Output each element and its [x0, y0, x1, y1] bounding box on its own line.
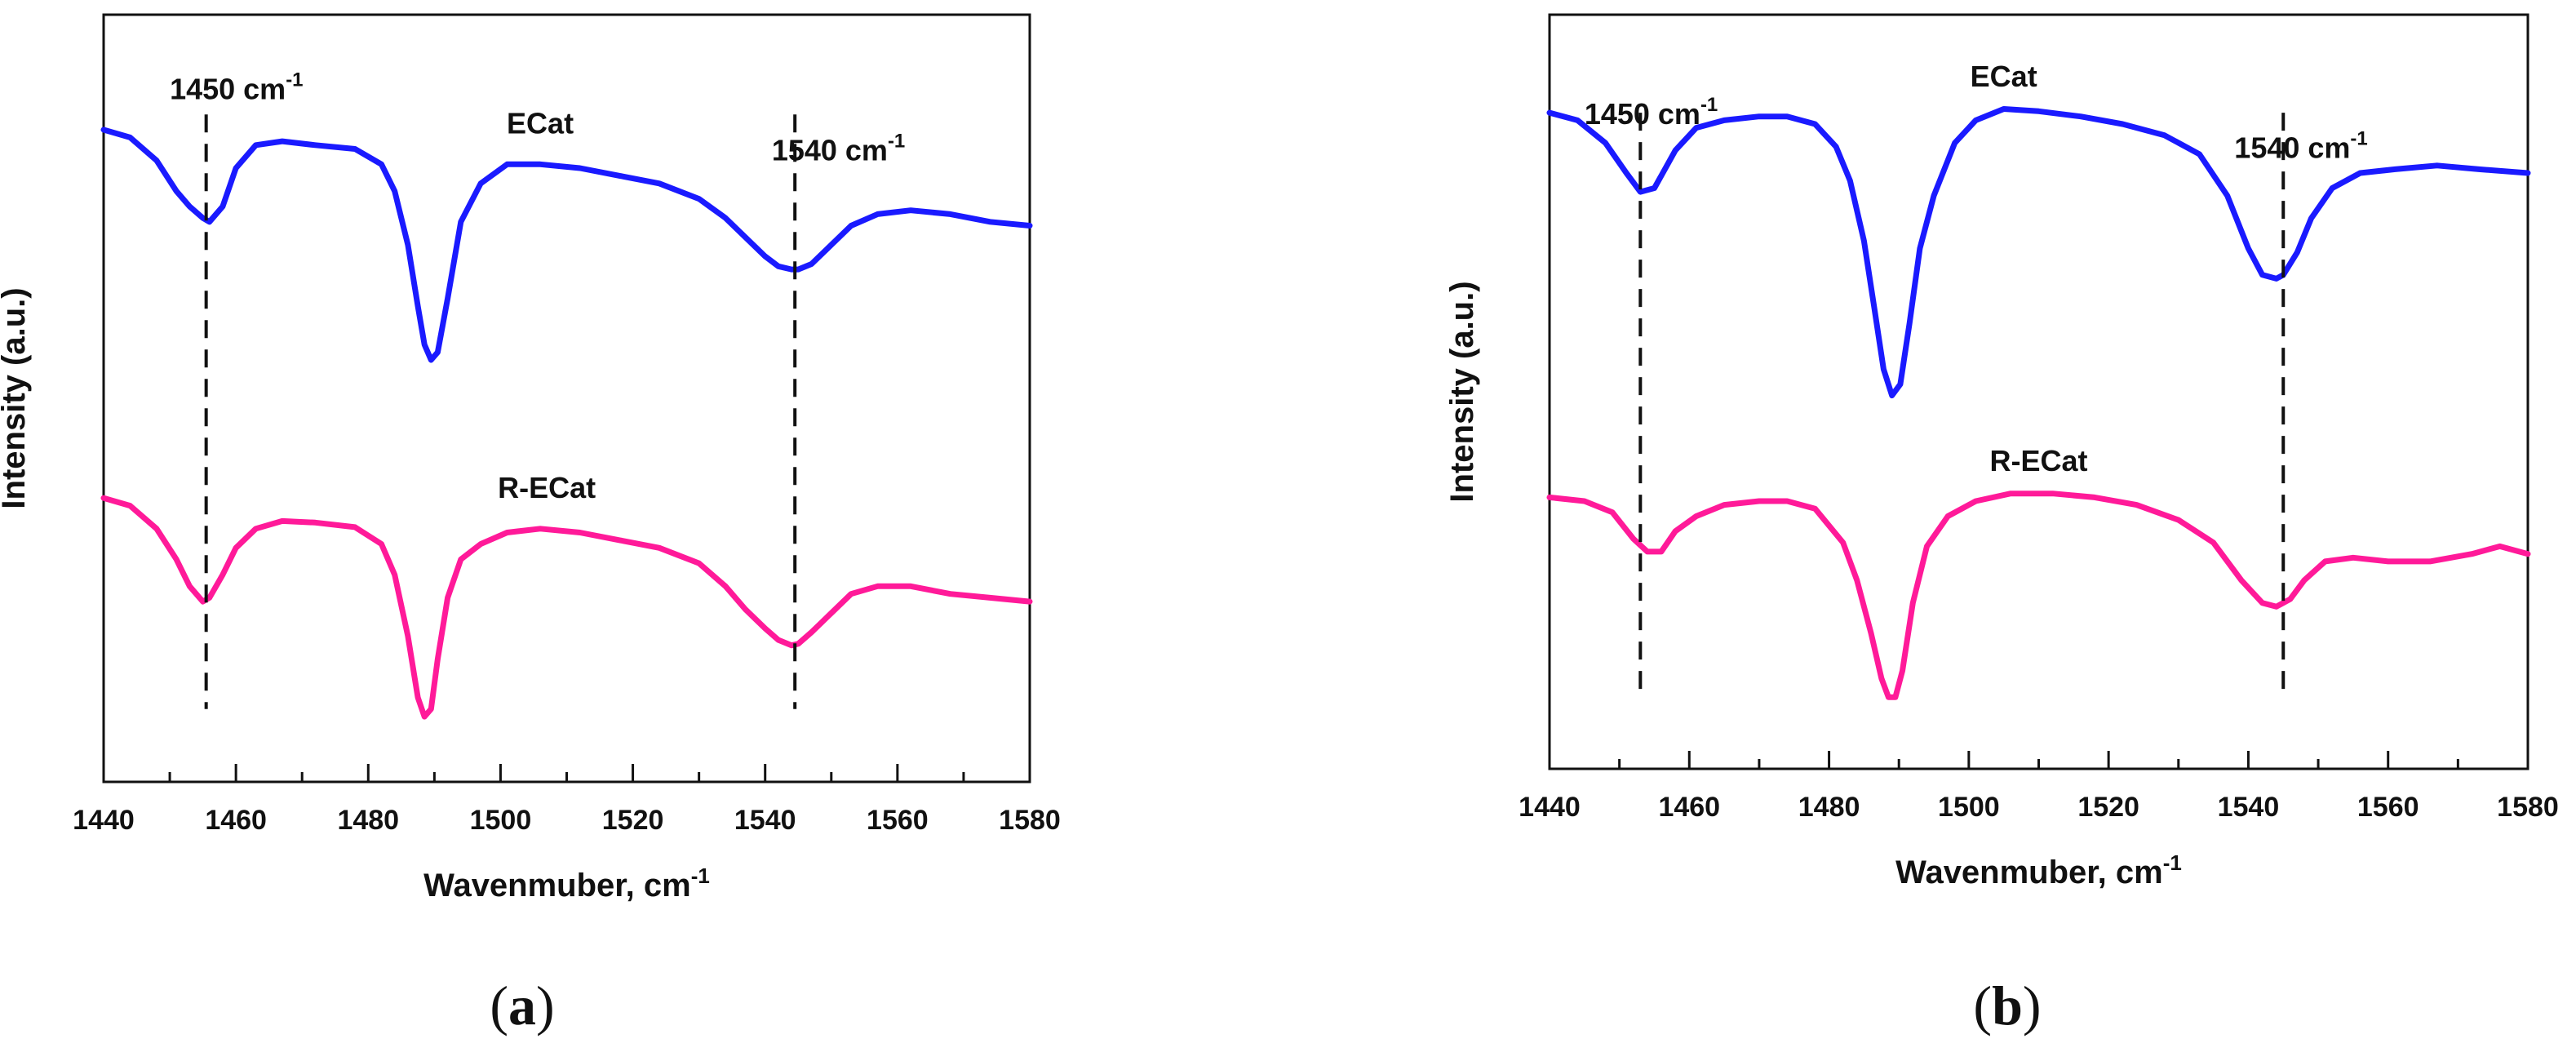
panel-b-x-tick-label: 1580 — [2497, 792, 2559, 823]
panel-b-peak-label-1450-cm: 1450 cm-1 — [1585, 94, 1718, 131]
panel-b-x-tick-label: 1460 — [1658, 792, 1720, 823]
panel-a-x-axis-title: Wavenmuber, cm-1 — [423, 863, 710, 903]
panel-a-y-axis-title: Intensity (a.u.) — [0, 287, 32, 508]
panel-b-peak-label-1540-cm: 1540 cm-1 — [2234, 128, 2367, 165]
panel-a-peak-label-1540-cm: 1540 cm-1 — [772, 131, 905, 167]
panel-b-series-label-ecat: ECat — [1971, 60, 2037, 93]
panel-a-series-ecat-line — [100, 127, 1033, 363]
panel-b: 1440 1460 1480 1500 1520 1540 1560 1580 Wavenmub… — [1444, 13, 2559, 1037]
panel-a-x-tick-label: 1460 — [205, 805, 267, 836]
panel-b-x-tick-label: 1540 — [2218, 792, 2280, 823]
panel-b-x-tick-label: 1520 — [2077, 792, 2139, 823]
panel-b-x-tick-label: 1560 — [2357, 792, 2419, 823]
panel-a-x-tick-label: 1540 — [734, 805, 796, 836]
panel-a-x-tick-label: 1580 — [999, 805, 1061, 836]
panel-a-x-tick-label: 1480 — [337, 805, 399, 836]
panel-a-x-tick-label: 1560 — [867, 805, 929, 836]
panel-a-series-r-ecat-line — [100, 495, 1033, 720]
panel-b-x-tick-label: 1440 — [1519, 792, 1581, 823]
panel-b-x-tick-label: 1500 — [1938, 792, 2000, 823]
panel-b-x-axis-title: Wavenmuber, cm-1 — [1895, 850, 2182, 890]
panel-a-x-tick-label: 1440 — [73, 805, 135, 836]
panel-a-peak-label-1450-cm: 1450 cm-1 — [170, 69, 303, 105]
panel-a-label: (a) — [490, 974, 554, 1037]
panel-b-y-axis-title: Intensity (a.u.) — [1444, 281, 1480, 502]
panel-a-series-label-ecat: ECat — [507, 107, 574, 140]
panel-b-x-tick-label: 1480 — [1798, 792, 1860, 823]
panel-b-series-r-ecat-line — [1546, 491, 2531, 700]
panel-b-label: (b) — [1973, 974, 2041, 1037]
panel-a-x-tick-label: 1520 — [602, 805, 664, 836]
panel-a: 1440 1460 1480 1500 1520 1540 1560 1580 Wavenmub… — [0, 13, 1061, 1037]
panel-b-series-ecat-line — [1546, 106, 2531, 399]
panel-a-x-tick-label: 1500 — [470, 805, 532, 836]
panel-a-series-label-r-ecat: R-ECat — [498, 471, 596, 504]
panel-b-series-label-r-ecat: R-ECat — [1989, 444, 2087, 477]
